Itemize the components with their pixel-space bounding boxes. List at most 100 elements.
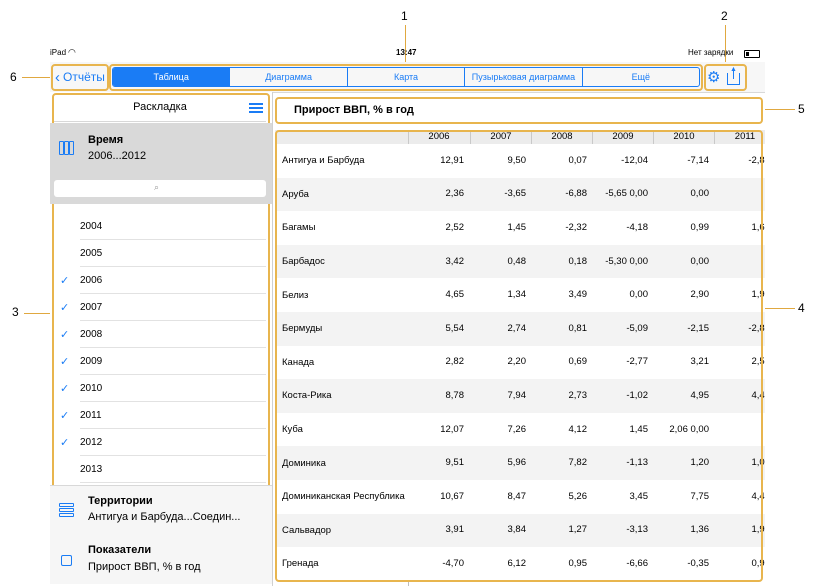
row-label: Коста-Рика [282,390,332,402]
year-item[interactable]: 2004 [80,213,266,240]
table-cell: 7,26 [507,423,527,435]
territories-dimension[interactable]: Территории Антигуа и Барбуда...Соедин... [50,485,272,535]
table-cell: 1,45 [507,222,527,233]
year-item[interactable]: 2012 [80,429,266,456]
checkmark-icon: ✓ [60,410,70,422]
tab-map[interactable]: Карта [348,68,466,86]
table-cell: -3,65 [504,188,526,200]
table-cell: -7,14 [687,154,709,166]
table-cell: 2,52 [445,222,465,233]
year-item[interactable]: 2006 [80,267,266,294]
search-input[interactable]: ⌕ [54,180,266,197]
rows-icon [59,503,74,517]
checkmark-icon: ✓ [60,383,70,395]
table-row[interactable] [275,144,765,178]
table-cell: 4,12 [568,423,588,435]
year-item[interactable]: 2005 [80,240,266,267]
table-row[interactable] [275,412,765,447]
time-dimension[interactable]: Время 2006...2012 ⌕ [50,123,272,204]
column-header[interactable]: 2011 [714,130,765,144]
table-cell: 2,20 [507,356,527,368]
table-cell: 2,36 [445,188,465,200]
menu-icon[interactable] [249,103,263,114]
table-cell: 6,12 [507,558,527,569]
column-header[interactable]: 2009 [592,130,653,144]
table-row[interactable] [275,480,765,514]
callout-5: 5 [798,102,805,116]
year-item[interactable]: 2009 [80,348,266,375]
table-cell: 1,20 [690,457,710,469]
table-cell: -1,13 [626,457,648,469]
table-cell: 1,93 [751,524,766,536]
tab-bubble-chart[interactable]: Пузырьковая диаграмма [465,68,583,86]
table-row[interactable] [275,177,765,212]
table-cell: 0,00 [690,255,710,267]
year-label: 2008 [80,329,103,340]
table-cell: 3,91 [445,524,465,536]
callout-2-line [725,25,726,65]
table-cell: 5,96 [507,457,527,469]
table-cell: 5,26 [568,490,588,502]
column-header[interactable]: 2007 [470,130,531,144]
table-cell: 1,36 [690,524,710,536]
table-row[interactable] [275,446,765,480]
time-dim-value: 2006...2012 [88,150,147,162]
tab-chart[interactable]: Диаграмма [230,68,348,86]
table-cell: 5,54 [445,322,465,334]
sidebar-title: Раскладка [133,101,187,113]
row-label: Куба [282,424,303,436]
table-row[interactable] [275,345,765,380]
year-label: 2013 [80,464,103,475]
year-label: 2005 [80,248,103,259]
year-item[interactable]: 2007 [80,294,266,321]
column-header[interactable]: 2010 [653,130,714,144]
back-button[interactable]: ‹ Отчёты [55,68,105,86]
year-label: 2010 [80,383,103,394]
gear-icon[interactable]: ⚙ [707,69,721,86]
battery-icon [744,50,760,58]
checkmark-icon: ✓ [60,302,70,314]
callout-6-line [22,77,50,78]
table-row[interactable] [275,211,765,245]
tab-table[interactable]: Таблица [113,68,231,86]
share-icon[interactable]: ▲ [727,66,740,85]
table-row[interactable] [275,312,765,346]
time-dim-name: Время [88,134,124,146]
table-cell: 0,90 [751,558,766,569]
year-item[interactable]: 2013 [80,456,266,483]
row-label: Бермуды [282,323,323,335]
battery-label: Нет зарядки [688,48,734,57]
table-cell: 2,06 0,00 [669,423,709,435]
table-cell: 4,65 [445,289,465,301]
row-label: Багамы [282,222,316,234]
year-item[interactable]: 2008 [80,321,266,348]
column-header[interactable]: 2008 [531,130,592,144]
table-cell: -1,02 [626,390,648,401]
table-cell: 4,95 [690,390,710,401]
table-row[interactable] [275,278,765,312]
table-row[interactable] [275,379,765,413]
table-cell: 9,50 [507,154,527,166]
table-cell: 8,47 [507,490,527,502]
wifi-icon: ◠ [68,47,76,57]
callout-1: 1 [401,9,408,23]
callout-4-line [765,308,795,309]
table-row[interactable] [275,547,765,581]
table-cell: 10,67 [440,490,464,502]
table-cell: -2,83 [748,322,765,334]
year-item[interactable]: 2011 [80,402,266,429]
table-row[interactable] [275,244,765,279]
indicators-name: Показатели [88,544,152,556]
table-row[interactable] [275,513,765,548]
year-item[interactable]: 2010 [80,375,266,402]
callout-4: 4 [798,301,805,315]
indicators-dimension[interactable]: Показатели Прирост ВВП, % в год [50,534,272,584]
table-cell: 0,99 [690,222,710,233]
row-label: Антигуа и Барбуда [282,155,365,167]
checkmark-icon: ✓ [60,356,70,368]
table-cell: 12,07 [440,423,464,435]
column-header[interactable]: 2006 [408,130,469,144]
columns-icon [59,141,74,155]
chevron-left-icon: ‹ [55,68,60,86]
tab-more[interactable]: Ещё [631,72,651,82]
